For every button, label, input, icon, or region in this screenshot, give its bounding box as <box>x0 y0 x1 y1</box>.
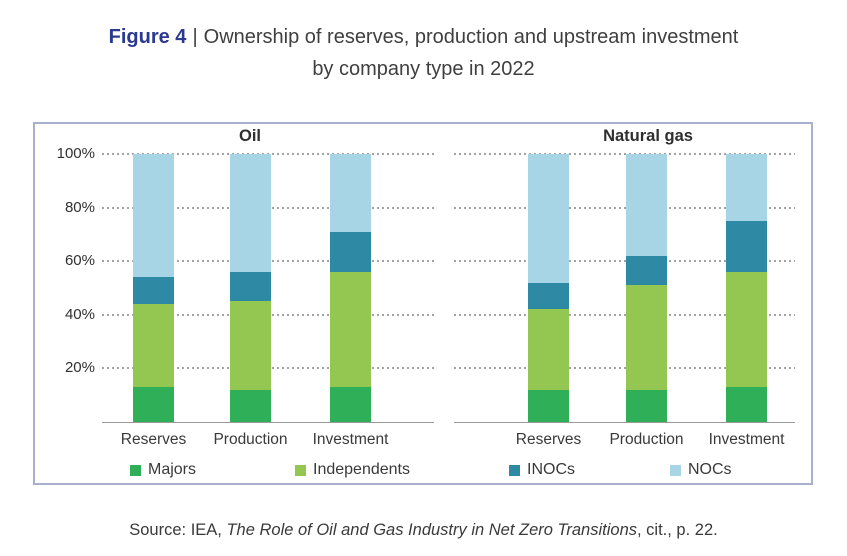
plot-title-oil: Oil <box>238 127 262 145</box>
bar-segment-inocs <box>528 282 569 310</box>
chart-panel: Oil 20% 40% 60% 80% 100% Reserves Production Inv… <box>33 122 813 485</box>
bar-segment-majors <box>528 389 569 422</box>
category-label-oil-production: Production <box>213 431 288 448</box>
legend-swatch-independents-icon <box>295 464 306 476</box>
source-prefix: Source: IEA, <box>129 521 227 539</box>
figure-number: Figure 4 <box>108 26 187 48</box>
x-axis-oil <box>102 422 434 423</box>
source-citation: Source: IEA, The Role of Oil and Gas Ind… <box>0 521 847 540</box>
legend-swatch-majors-icon <box>130 464 141 476</box>
gridline-natural-gas-60% <box>454 260 795 263</box>
legend-label-independents: Independents <box>313 461 410 478</box>
bar-segment-inocs <box>726 221 767 272</box>
source-title-italic: The Role of Oil and Gas Industry in Net … <box>226 521 638 539</box>
bar-segment-nocs <box>133 154 174 278</box>
bar-segment-nocs <box>726 154 767 221</box>
figure-title-text: Ownership of reserves, production and up… <box>203 26 739 48</box>
figure-title-line1: Figure 4 | Ownership of reserves, producti… <box>0 21 847 53</box>
y-axis-label-80%: 80% <box>64 198 95 216</box>
category-label-natural-gas-reserves: Reserves <box>515 431 582 448</box>
bar-segment-nocs <box>330 154 371 232</box>
legend-item-inocs: INOCs <box>509 461 575 478</box>
legend-label-inocs: INOCs <box>527 461 575 478</box>
bar-natural-gas-investment <box>726 154 767 422</box>
bar-segment-majors <box>330 387 371 422</box>
gridline-natural-gas-100% <box>454 153 795 155</box>
bar-segment-majors <box>626 389 667 422</box>
bar-segment-majors <box>726 387 767 422</box>
source-suffix: , cit., p. 22. <box>637 521 718 539</box>
legend-item-independents: Independents <box>295 461 410 478</box>
bar-oil-investment <box>330 154 371 422</box>
bar-segment-majors <box>230 389 271 422</box>
legend-item-nocs: NOCs <box>670 461 732 478</box>
y-axis-label-20%: 20% <box>64 359 95 377</box>
bar-segment-nocs <box>230 154 271 272</box>
category-label-natural-gas-production: Production <box>609 431 684 448</box>
bar-segment-inocs <box>626 255 667 286</box>
bar-segment-nocs <box>528 154 569 283</box>
legend-label-majors: Majors <box>148 461 197 478</box>
bar-segment-independents <box>230 301 271 390</box>
bar-segment-inocs <box>133 277 174 305</box>
legend-swatch-nocs-icon <box>670 464 681 476</box>
bar-segment-independents <box>133 304 174 388</box>
y-axis-label-40%: 40% <box>64 305 95 323</box>
gridline-natural-gas-40% <box>454 313 795 316</box>
category-label-oil-reserves: Reserves <box>120 431 187 448</box>
figure-title-separator: | <box>192 26 198 48</box>
bar-segment-independents <box>330 271 371 388</box>
y-axis-label-100%: 100% <box>56 145 95 162</box>
x-axis-natural-gas <box>454 422 795 423</box>
figure-title-line2: by company type in 2022 <box>312 58 535 80</box>
bar-segment-independents <box>626 285 667 390</box>
bar-segment-inocs <box>330 231 371 272</box>
bar-oil-reserves <box>133 154 174 422</box>
bar-oil-production <box>230 154 271 422</box>
category-label-natural-gas-investment: Investment <box>708 431 785 448</box>
category-label-oil-investment: Investment <box>312 431 389 448</box>
bar-segment-independents <box>726 271 767 388</box>
gridline-natural-gas-20% <box>454 367 795 370</box>
y-axis-label-60%: 60% <box>64 252 95 270</box>
gridline-natural-gas-80% <box>454 206 795 209</box>
bar-segment-nocs <box>626 154 667 256</box>
bar-natural-gas-reserves <box>528 154 569 422</box>
figure-title: Figure 4 | Ownership of reserves, producti… <box>0 21 847 85</box>
legend-label-nocs: NOCs <box>688 461 732 478</box>
plot-title-natural-gas: Natural gas <box>603 127 693 145</box>
legend-item-majors: Majors <box>130 461 197 478</box>
bar-natural-gas-production <box>626 154 667 422</box>
bar-segment-independents <box>528 309 569 390</box>
bar-segment-inocs <box>230 271 271 302</box>
legend-swatch-inocs-icon <box>509 464 520 476</box>
bar-segment-majors <box>133 387 174 422</box>
